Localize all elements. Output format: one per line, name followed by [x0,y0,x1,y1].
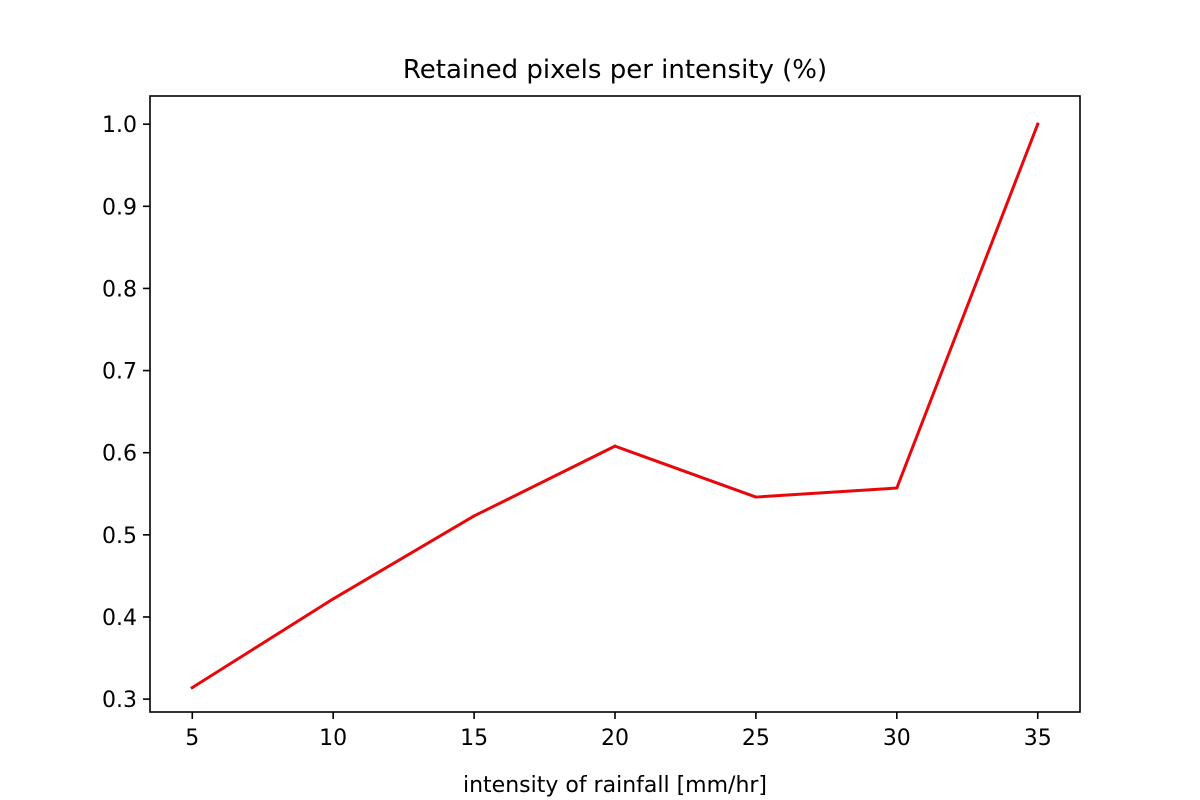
x-tick-label: 10 [319,726,347,751]
chart-title: Retained pixels per intensity (%) [403,55,827,85]
x-tick-label: 35 [1024,726,1052,751]
data-point [754,495,758,499]
y-tick-label: 0.4 [102,606,137,631]
data-point [331,597,335,601]
y-tick-label: 0.3 [102,688,137,713]
x-tick-label: 25 [742,726,770,751]
x-axis-label: intensity of rainfall [mm/hr] [463,773,767,798]
data-point [1036,122,1040,126]
x-tick-label: 5 [185,726,199,751]
x-tick-label: 20 [601,726,629,751]
data-point [190,686,194,690]
y-tick-label: 0.9 [102,195,137,220]
plot-frame [149,95,1081,713]
y-tick-label: 1.0 [102,113,137,138]
y-tick-label: 0.5 [102,524,137,549]
data-point [895,486,899,490]
data-point [613,444,617,448]
axis-ticks: 5 10 15 20 25 30 35 0.3 0.4 0.5 0.6 0.7 0.8 0.9 1.0 [102,113,1052,751]
plot-area [190,122,1040,690]
y-tick-label: 0.7 [102,360,137,385]
data-point [472,514,476,518]
y-tick-label: 0.8 [102,277,137,302]
y-tick-label: 0.6 [102,442,137,467]
x-tick-label: 30 [883,726,911,751]
x-tick-label: 15 [460,726,488,751]
